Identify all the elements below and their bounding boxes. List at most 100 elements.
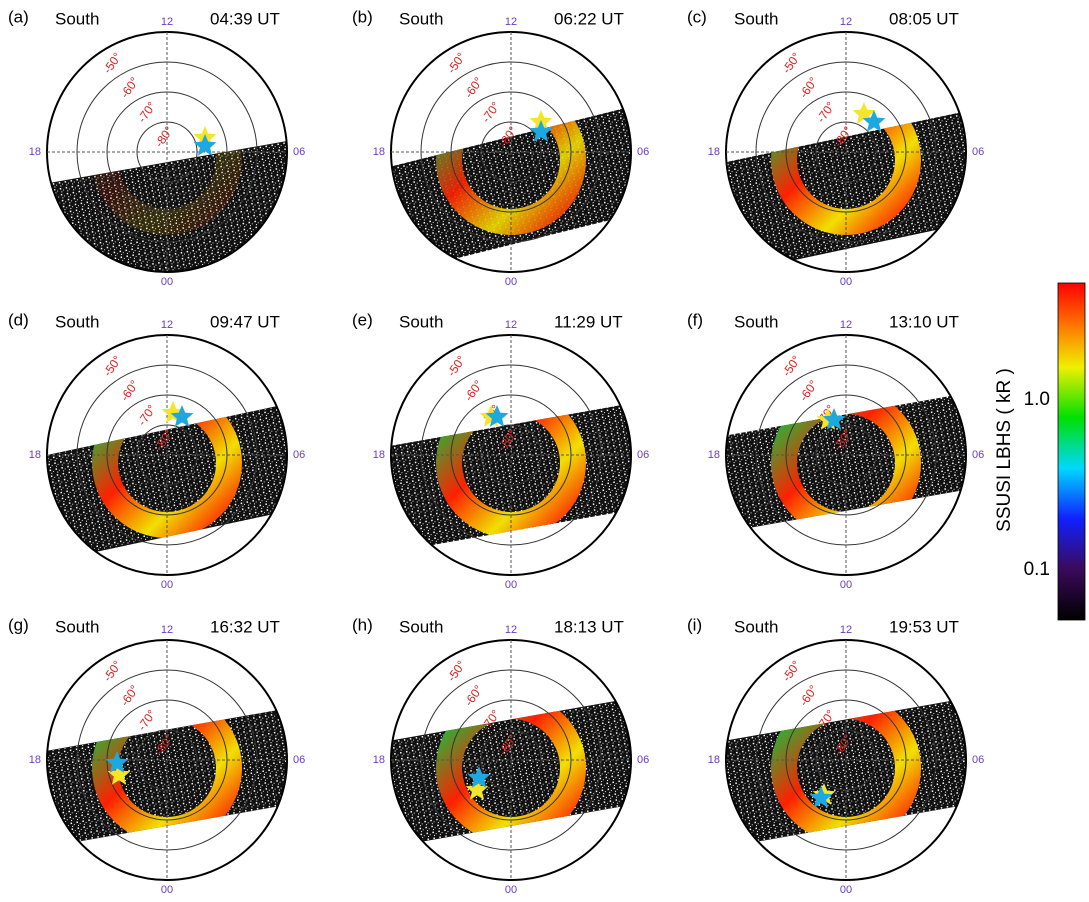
colorbar-tick: 0.1 <box>1024 559 1050 580</box>
swath <box>662 384 1033 540</box>
mlt-label: 18 <box>29 146 41 158</box>
mlt-label: 06 <box>293 449 305 461</box>
mlt-label: 18 <box>373 754 385 766</box>
latitude-label: -50° <box>444 353 468 379</box>
aurora-image <box>667 98 1042 282</box>
mlt-label: 18 <box>373 146 385 158</box>
latitude-label: -50° <box>444 658 468 684</box>
aurora-image <box>0 98 370 331</box>
panel-label: (f) <box>687 310 703 329</box>
aurora-image <box>329 394 702 560</box>
panel: 12001806-50°-60°-70°-80°(b)South06:22 UT <box>333 7 708 287</box>
mlt-label: 12 <box>161 16 173 28</box>
hemisphere: South <box>734 617 778 636</box>
swath <box>329 394 702 560</box>
mlt-label: 12 <box>161 624 173 636</box>
latitude-label: -60° <box>461 377 485 403</box>
mlt-label: 00 <box>505 579 517 591</box>
mlt-label: 00 <box>161 884 173 896</box>
time: 13:10 UT <box>889 312 959 331</box>
time: 04:39 UT <box>210 9 280 28</box>
latitude-label: -50° <box>779 658 803 684</box>
panel-label: (h) <box>352 615 373 634</box>
mlt-label: 06 <box>293 754 305 766</box>
hemisphere: South <box>734 9 778 28</box>
swath <box>667 100 1042 282</box>
mlt-label: 06 <box>972 754 984 766</box>
hemisphere: South <box>55 9 99 28</box>
panel-label: (c) <box>687 7 707 26</box>
mlt-label: 18 <box>708 146 720 158</box>
mlt-label: 12 <box>161 319 173 331</box>
latitude-label: -50° <box>779 353 803 379</box>
colorbar-title: SSUSI LBHS ( kR ) <box>994 368 1015 532</box>
mlt-label: 12 <box>840 624 852 636</box>
hemisphere: South <box>399 312 443 331</box>
aurora-image <box>662 384 1033 540</box>
latitude-label: -70° <box>135 99 159 125</box>
aurora-image <box>327 689 700 855</box>
latitude-label: -50° <box>100 353 124 379</box>
time: 11:29 UT <box>554 312 623 331</box>
mlt-label: 18 <box>708 449 720 461</box>
mlt-label: 06 <box>637 754 649 766</box>
latitude-label: -70° <box>814 99 838 125</box>
panel: 12001806-50°-60°-70°-80°(d)South09:47 UT <box>0 310 360 590</box>
time: 08:05 UT <box>889 9 959 28</box>
hemisphere: South <box>55 312 99 331</box>
time: 09:47 UT <box>210 312 280 331</box>
hemisphere: South <box>399 617 443 636</box>
time: 18:13 UT <box>554 617 624 636</box>
swath-data <box>662 689 1035 855</box>
aurora-image <box>662 689 1035 855</box>
latitude-label: -60° <box>461 682 485 708</box>
mlt-label: 12 <box>840 319 852 331</box>
swath <box>327 689 700 855</box>
hemisphere: South <box>734 312 778 331</box>
mlt-label: 00 <box>840 579 852 591</box>
latitude-label: -60° <box>117 74 141 100</box>
time: 16:32 UT <box>210 617 280 636</box>
latitude-label: -60° <box>117 682 141 708</box>
latitude-label: -80° <box>152 124 176 150</box>
latitude-label: -60° <box>796 377 820 403</box>
latitude-label: -60° <box>117 377 141 403</box>
time: 06:22 UT <box>554 9 624 28</box>
mlt-label: 12 <box>505 319 517 331</box>
latitude-label: -70° <box>135 402 159 428</box>
swath-data <box>327 689 700 855</box>
mlt-label: 00 <box>840 884 852 896</box>
panel-label: (b) <box>352 7 373 26</box>
figure: SSUSI LBHS ( kR ) 1.0 0.1 12001806-50°-6… <box>0 0 1089 897</box>
mlt-label: 00 <box>161 579 173 591</box>
swath <box>333 94 708 283</box>
latitude-label: -70° <box>479 99 503 125</box>
mlt-label: 18 <box>373 449 385 461</box>
hemisphere: South <box>55 617 99 636</box>
aurora-image <box>333 94 708 283</box>
panel-label: (d) <box>8 310 29 329</box>
latitude-label: -50° <box>779 50 803 76</box>
latitude-label: -60° <box>796 74 820 100</box>
panel-label: (i) <box>687 615 702 634</box>
panel-label: (g) <box>8 615 29 634</box>
time: 19:53 UT <box>889 617 959 636</box>
panel-label: (a) <box>8 7 29 26</box>
mlt-label: 06 <box>972 449 984 461</box>
latitude-label: -50° <box>100 658 124 684</box>
mlt-label: 00 <box>505 884 517 896</box>
swath-data <box>662 384 1033 540</box>
latitude-label: -50° <box>100 50 124 76</box>
panel: 12 00 18 06 -50°-60°-70°-80° (a) South 04:39 UT <box>0 7 370 330</box>
mlt-label: 12 <box>505 624 517 636</box>
mlt-label: 12 <box>840 16 852 28</box>
mlt-label: 00 <box>161 276 173 288</box>
swath-data <box>667 100 1042 282</box>
swath-data <box>329 394 702 560</box>
mlt-label: 00 <box>840 276 852 288</box>
mlt-label: 12 <box>505 16 517 28</box>
mlt-label: 06 <box>293 146 305 158</box>
